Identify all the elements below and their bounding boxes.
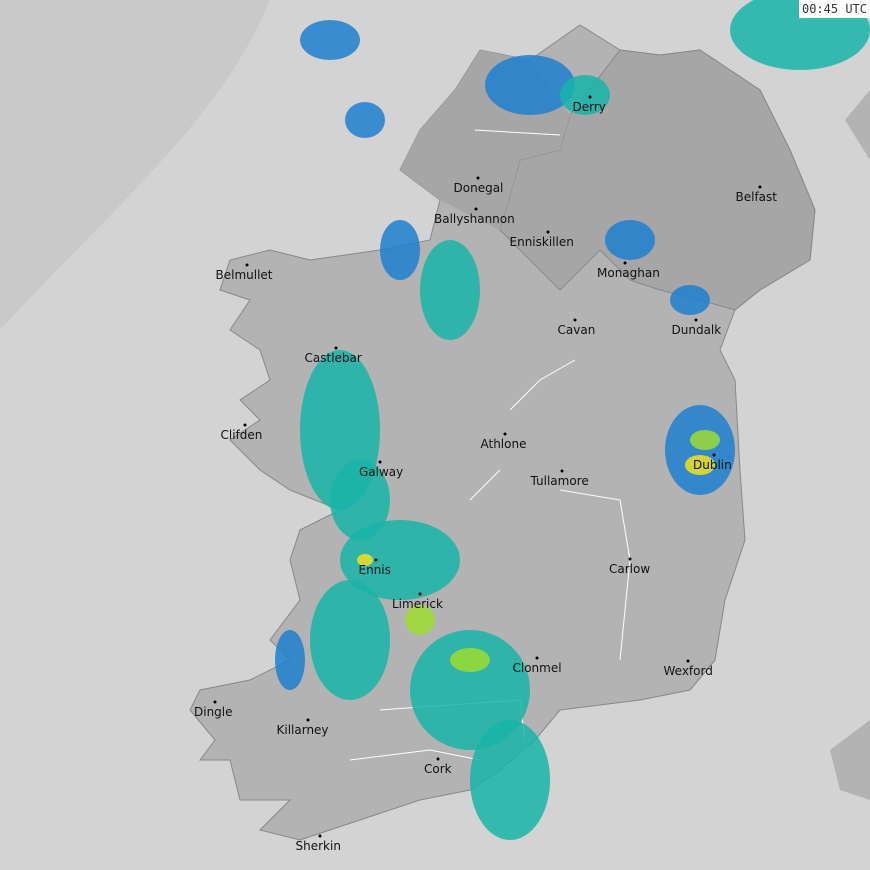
- city-label-dundalk: Dundalk: [671, 323, 722, 337]
- city-label-cork: Cork: [424, 762, 452, 776]
- city-label-clonmel: Clonmel: [512, 661, 562, 675]
- city-label-castlebar: Castlebar: [304, 351, 362, 365]
- city-dot: [535, 656, 539, 660]
- rain-echo: [670, 285, 710, 315]
- city-label-killarney: Killarney: [276, 723, 329, 737]
- rain-echo: [380, 220, 420, 280]
- city-label-belfast: Belfast: [735, 190, 777, 204]
- city-dot: [436, 757, 440, 761]
- city-label-ennis: Ennis: [358, 563, 391, 577]
- city-label-athlone: Athlone: [480, 437, 527, 451]
- city-dot: [573, 318, 577, 322]
- city-label-enniskillen: Enniskillen: [509, 235, 574, 249]
- city-dot: [758, 185, 762, 189]
- rain-echo: [685, 455, 715, 475]
- rain-echo: [357, 554, 373, 566]
- city-dot: [686, 659, 690, 663]
- city-label-cavan: Cavan: [557, 323, 596, 337]
- rain-echo: [310, 580, 390, 700]
- rain-echo: [560, 75, 610, 115]
- rain-echo: [345, 102, 385, 138]
- city-dot: [378, 460, 382, 464]
- rain-echo: [410, 630, 530, 750]
- rain-echo: [275, 630, 305, 690]
- city-dot: [374, 558, 378, 562]
- rain-echo: [300, 20, 360, 60]
- city-label-tullamore: Tullamore: [530, 474, 589, 488]
- city-dot: [560, 469, 564, 473]
- city-label-wexford: Wexford: [663, 664, 713, 678]
- city-dot: [213, 700, 217, 704]
- city-label-galway: Galway: [359, 465, 404, 479]
- city-label-derry: Derry: [572, 100, 606, 114]
- city-label-donegal: Donegal: [453, 181, 504, 195]
- city-dot: [588, 95, 592, 99]
- britain-edge: [830, 90, 870, 800]
- city-dot: [243, 423, 247, 427]
- city-dot: [546, 230, 550, 234]
- rain-echo: [330, 460, 390, 540]
- rain-echo: [470, 720, 550, 840]
- rain-echo: [485, 55, 575, 115]
- city-dot: [306, 718, 310, 722]
- northern-ireland: [499, 49, 816, 311]
- city-dot: [318, 834, 322, 838]
- city-label-ballyshannon: Ballyshannon: [434, 212, 515, 226]
- rain-echo: [665, 405, 735, 495]
- rain-echo: [605, 220, 655, 260]
- city-dot: [245, 263, 249, 267]
- rain-echo: [405, 605, 435, 635]
- city-label-limerick: Limerick: [392, 597, 443, 611]
- timestamp: 00:45 UTC: [798, 0, 870, 18]
- city-dot: [694, 318, 698, 322]
- city-dot: [503, 432, 507, 436]
- radar-range-edge: [0, 0, 270, 330]
- city-label-dingle: Dingle: [194, 705, 233, 719]
- city-label-monaghan: Monaghan: [597, 266, 660, 280]
- city-label-carlow: Carlow: [609, 562, 651, 576]
- rain-echo: [690, 430, 720, 450]
- city-dot: [623, 261, 627, 265]
- rain-echo: [450, 648, 490, 672]
- city-dot: [712, 453, 716, 457]
- city-label-dublin: Dublin: [693, 458, 732, 472]
- city-dot: [474, 207, 478, 211]
- city-label-sherkin: Sherkin: [295, 839, 341, 853]
- city-label-belmullet: Belmullet: [215, 268, 273, 282]
- city-dot: [334, 346, 338, 350]
- city-dot: [418, 592, 422, 596]
- rain-echo: [420, 240, 480, 340]
- rain-echo: [340, 520, 460, 600]
- city-dot: [476, 176, 480, 180]
- city-dot: [628, 557, 632, 561]
- city-label-clifden: Clifden: [220, 428, 263, 442]
- borders: [349, 129, 631, 761]
